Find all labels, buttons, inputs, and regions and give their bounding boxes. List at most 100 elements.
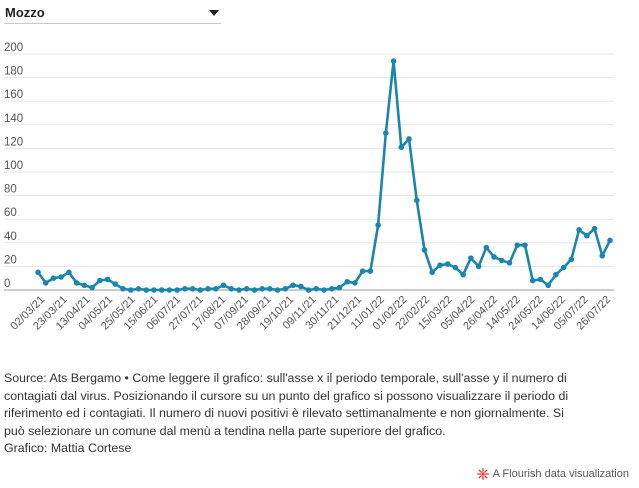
data-point[interactable] <box>182 286 188 292</box>
data-point[interactable] <box>359 268 366 274</box>
data-point[interactable] <box>553 271 559 278</box>
data-point[interactable] <box>498 257 505 264</box>
series-line <box>36 59 612 292</box>
y-tick-label: 140 <box>4 113 23 125</box>
y-axis-ticks: 0 20 40 60 80 100 120 140 160 180 200 <box>4 42 23 290</box>
data-point[interactable] <box>58 274 64 280</box>
series-points <box>35 58 613 293</box>
data-point[interactable] <box>166 287 173 293</box>
y-tick-label: 200 <box>4 42 23 54</box>
data-point[interactable] <box>367 268 374 274</box>
line-chart: 0 20 40 60 80 100 120 140 160 180 200 02/03/2123/0… <box>4 42 614 333</box>
data-point[interactable] <box>50 275 57 281</box>
data-point[interactable] <box>352 280 358 286</box>
data-point[interactable] <box>413 197 420 204</box>
data-point[interactable] <box>73 280 80 286</box>
data-point[interactable] <box>383 130 389 136</box>
x-axis-ticks: 02/03/2123/03/2113/04/2104/05/2125/05/21… <box>8 294 613 333</box>
data-point[interactable] <box>522 242 528 248</box>
data-point[interactable] <box>66 269 72 276</box>
data-point[interactable] <box>135 286 142 292</box>
data-point[interactable] <box>398 144 405 151</box>
data-point[interactable] <box>328 286 335 292</box>
credit-line: Grafico: Mattia Cortese <box>4 441 132 455</box>
data-point[interactable] <box>104 276 111 283</box>
data-point[interactable] <box>375 222 381 228</box>
data-point[interactable] <box>228 286 235 292</box>
data-point[interactable] <box>112 281 119 287</box>
data-point[interactable] <box>599 252 606 259</box>
data-point[interactable] <box>514 242 521 248</box>
data-point[interactable] <box>151 287 157 293</box>
data-point[interactable] <box>537 276 544 283</box>
data-point[interactable] <box>35 269 41 276</box>
y-tick-label: 80 <box>4 184 17 196</box>
data-point[interactable] <box>212 286 219 292</box>
data-point[interactable] <box>120 286 126 292</box>
data-point[interactable] <box>390 58 397 64</box>
data-point[interactable] <box>506 260 513 266</box>
data-point[interactable] <box>568 256 575 263</box>
data-point[interactable] <box>421 247 428 253</box>
data-point[interactable] <box>576 227 582 233</box>
data-point[interactable] <box>251 287 258 293</box>
data-point[interactable] <box>127 287 134 293</box>
source-line: riferimento ed i contagiati. Il numero d… <box>4 406 564 420</box>
data-point[interactable] <box>560 264 567 271</box>
data-point[interactable] <box>97 277 103 284</box>
data-point[interactable] <box>42 280 49 286</box>
data-point[interactable] <box>81 282 88 289</box>
data-point[interactable] <box>305 287 312 293</box>
data-point[interactable] <box>483 244 490 251</box>
data-point[interactable] <box>491 254 497 260</box>
source-note: Source: Ats Bergamo • Come leggere il gr… <box>4 370 616 458</box>
dropdown-selected-value: Mozzo <box>5 5 45 20</box>
data-point[interactable] <box>259 286 265 292</box>
data-point[interactable] <box>158 287 165 293</box>
data-point[interactable] <box>267 286 273 292</box>
data-point[interactable] <box>584 232 590 239</box>
y-tick-label: 180 <box>4 66 23 78</box>
data-point[interactable] <box>545 282 551 289</box>
data-point[interactable] <box>591 225 598 232</box>
data-point[interactable] <box>406 136 412 142</box>
data-point[interactable] <box>607 237 613 244</box>
data-point[interactable] <box>174 287 180 293</box>
data-point[interactable] <box>344 278 350 285</box>
data-point[interactable] <box>336 284 343 291</box>
data-point[interactable] <box>143 287 150 293</box>
data-point[interactable] <box>460 271 466 278</box>
data-point[interactable] <box>197 287 204 293</box>
data-point[interactable] <box>290 282 296 289</box>
data-point[interactable] <box>282 286 289 292</box>
data-point[interactable] <box>313 286 320 292</box>
y-tick-label: 20 <box>4 254 17 266</box>
flourish-logo-icon <box>476 468 489 480</box>
y-tick-label: 100 <box>4 160 23 172</box>
data-point[interactable] <box>475 263 482 270</box>
comune-dropdown[interactable]: Mozzo <box>4 4 221 24</box>
y-tick-label: 160 <box>4 89 23 101</box>
flourish-credit-link[interactable]: A Flourish data visualization <box>476 468 629 480</box>
grid-lines <box>4 53 614 291</box>
data-point[interactable] <box>468 255 474 261</box>
y-tick-label: 0 <box>4 278 10 290</box>
source-line: contagiati dal virus. Posizionando il cu… <box>4 388 569 403</box>
data-point[interactable] <box>429 269 436 276</box>
data-point[interactable] <box>274 287 281 293</box>
data-point[interactable] <box>321 287 327 293</box>
data-point[interactable] <box>89 284 95 291</box>
data-point[interactable] <box>298 283 304 290</box>
source-line: Source: Ats Bergamo • Come leggere il gr… <box>4 371 567 385</box>
y-tick-label: 60 <box>4 207 17 219</box>
data-point[interactable] <box>189 286 196 292</box>
data-point[interactable] <box>529 277 536 284</box>
data-point[interactable] <box>220 282 227 289</box>
data-point[interactable] <box>243 286 250 292</box>
data-point[interactable] <box>205 286 211 292</box>
data-point[interactable] <box>437 262 443 269</box>
data-point[interactable] <box>444 261 451 267</box>
data-point[interactable] <box>452 264 459 271</box>
flourish-credit-label: A Flourish data visualization <box>492 468 629 480</box>
data-point[interactable] <box>236 287 242 293</box>
